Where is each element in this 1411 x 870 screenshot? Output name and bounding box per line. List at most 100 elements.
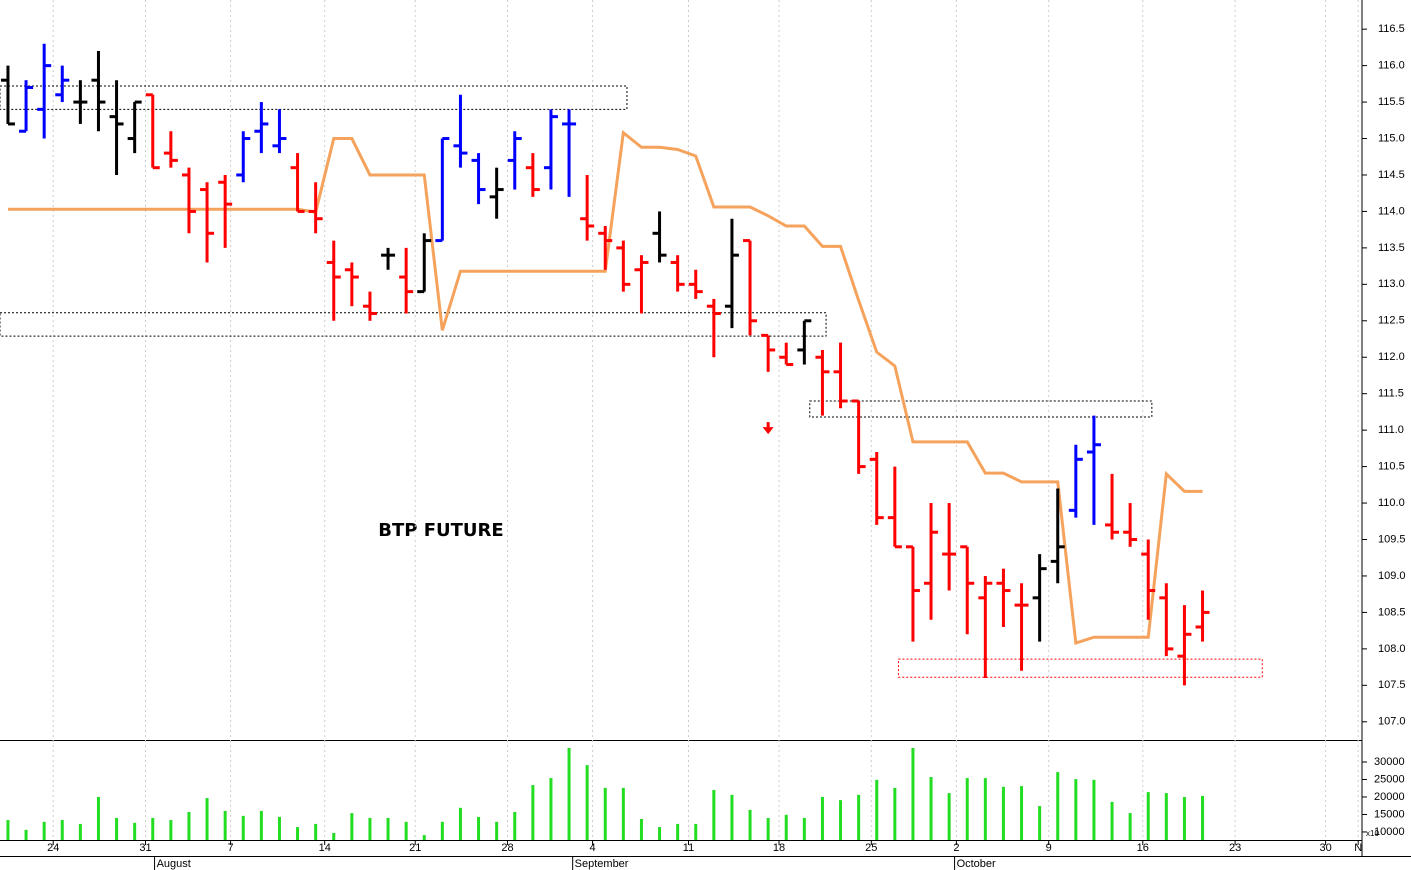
- x-tick-label: 11: [683, 842, 694, 854]
- volume-bar: [42, 821, 46, 840]
- volume-bar: [404, 821, 408, 840]
- x-tick-label: 31: [139, 842, 151, 854]
- y-tick-label: 115.0: [1378, 132, 1405, 144]
- y2-tick-label: 10000: [1374, 826, 1405, 838]
- volume-bar: [187, 812, 191, 840]
- zone: [809, 400, 1153, 418]
- volume-bar: [1146, 792, 1150, 840]
- volume-bar: [205, 798, 209, 840]
- month-label: August: [157, 858, 191, 870]
- volume-bar: [477, 816, 481, 840]
- volume-bar: [567, 747, 571, 840]
- volume-bar: [259, 810, 263, 840]
- y-tick-label: 112.5: [1378, 315, 1405, 327]
- volume-bar: [694, 823, 698, 840]
- y-tick-label: 109.5: [1378, 533, 1406, 545]
- volume-bar: [24, 829, 28, 840]
- y-tick-label: 107.0: [1378, 716, 1406, 728]
- zone: [0, 312, 827, 337]
- y-tick-label: 107.5: [1378, 679, 1406, 691]
- volume-bar: [748, 809, 752, 840]
- volume-bar: [820, 796, 824, 840]
- volume-bar: [241, 815, 245, 840]
- volume-bar: [78, 823, 82, 840]
- volume-bar: [6, 820, 10, 840]
- volume-bar: [621, 787, 625, 840]
- volume-bar: [1201, 795, 1205, 840]
- y-tick-label: 113.0: [1378, 278, 1405, 290]
- volume-bar: [929, 777, 933, 840]
- volume-bar: [965, 778, 969, 840]
- volume-bar: [314, 823, 318, 840]
- volume-bar: [1001, 786, 1005, 840]
- volume-bar: [422, 835, 426, 840]
- y2-tick-label: 30000: [1374, 756, 1405, 768]
- volume-unit: x10: [1366, 829, 1379, 838]
- y-tick-label: 110.5: [1378, 461, 1405, 473]
- volume-bar: [658, 827, 662, 840]
- annotation: BTP FUTURE: [378, 520, 503, 541]
- y-tick-label: 115.5: [1378, 96, 1405, 108]
- volume-bar: [784, 814, 788, 840]
- volume-bar: [1056, 772, 1060, 840]
- x-tick-label: 18: [773, 842, 785, 854]
- volume-bar: [531, 785, 535, 840]
- x-tick-label: 30: [1319, 842, 1331, 854]
- volume-bar: [1128, 813, 1132, 840]
- volume-bar: [223, 810, 227, 840]
- x-tick-label: 23: [1229, 842, 1241, 854]
- volume-bar: [1092, 779, 1096, 840]
- volume-bar: [296, 827, 300, 840]
- signal-arrow: [762, 422, 774, 435]
- volume-bar: [603, 787, 607, 840]
- volume-bar: [857, 794, 861, 840]
- volume-bar: [332, 833, 336, 840]
- y-tick-label: 116.0: [1378, 60, 1405, 72]
- volume-bar: [386, 817, 390, 840]
- month-label: September: [575, 858, 629, 870]
- x-tick-label: 4: [590, 842, 596, 854]
- volume-bar: [549, 778, 553, 840]
- volume-bar: [1038, 806, 1042, 840]
- x-tick-label: 9: [1046, 842, 1052, 854]
- volume-bar: [513, 812, 517, 840]
- volume-bar: [96, 796, 100, 840]
- x-tick-label: N: [1354, 842, 1362, 854]
- x-tick-label: 14: [319, 842, 331, 854]
- volume-bar: [1074, 779, 1078, 840]
- volume-bar: [676, 823, 680, 840]
- volume-bar: [169, 820, 173, 840]
- volume-bar: [983, 778, 987, 840]
- volume-bar: [440, 821, 444, 840]
- y-tick-label: 111.0: [1378, 424, 1404, 436]
- volume-bar: [893, 787, 897, 840]
- volume-bar: [277, 816, 281, 840]
- volume-bar: [730, 794, 734, 840]
- y2-tick-label: 20000: [1374, 791, 1405, 803]
- y-tick-label: 116.5: [1378, 23, 1405, 35]
- volume-bar: [495, 821, 499, 840]
- y-tick-label: 108.5: [1378, 606, 1406, 618]
- volume-bar: [458, 807, 462, 840]
- volume-bar: [839, 800, 843, 840]
- volume-bar: [1020, 786, 1024, 840]
- zone: [0, 85, 628, 110]
- volume-bar: [639, 819, 643, 840]
- x-tick-label: 28: [501, 842, 513, 854]
- x-tick-label: 24: [47, 842, 59, 854]
- y-tick-label: 111.5: [1378, 388, 1404, 400]
- month-label: October: [957, 858, 996, 870]
- x-tick-label: 16: [1137, 842, 1149, 854]
- volume-bar: [585, 765, 589, 840]
- y-tick-label: 114.5: [1378, 169, 1405, 181]
- volume-bar: [802, 817, 806, 840]
- volume-bar: [151, 817, 155, 840]
- x-tick-label: 21: [409, 842, 421, 854]
- volume-bar: [1110, 801, 1114, 840]
- zone: [897, 658, 1263, 678]
- volume-bar: [875, 779, 879, 840]
- y-tick-label: 108.0: [1378, 643, 1406, 655]
- volume-bar: [115, 817, 119, 840]
- y-tick-label: 112.0: [1378, 351, 1405, 363]
